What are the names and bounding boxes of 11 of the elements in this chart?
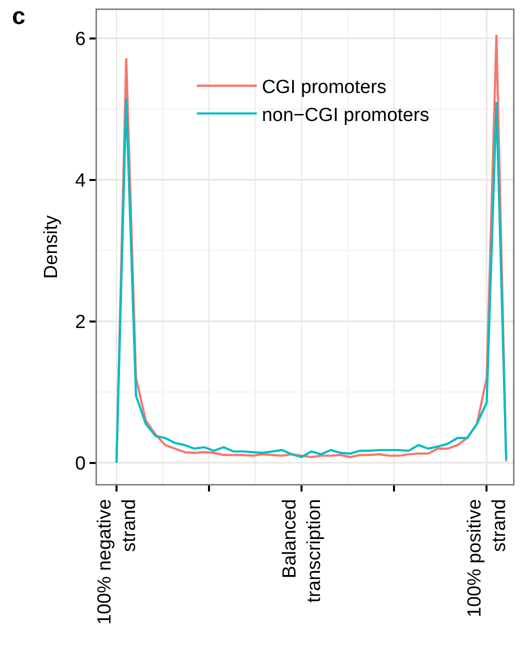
legend-label: CGI promoters	[262, 77, 386, 98]
y-tick-label: 4	[75, 170, 86, 192]
y-tick-label: 2	[75, 312, 86, 333]
x-tick-label: 100% negative strand	[94, 499, 140, 625]
text: c	[12, 3, 26, 30]
legend-label: non−CGI promoters	[262, 104, 430, 126]
y-tick-label: 0	[75, 453, 86, 474]
y-tick-label: 6	[75, 28, 86, 50]
x-tick-label: Balanced transcription	[279, 499, 326, 603]
y-axis-title: Density	[41, 214, 62, 279]
x-tick-label: 100% positive strand	[464, 499, 510, 618]
